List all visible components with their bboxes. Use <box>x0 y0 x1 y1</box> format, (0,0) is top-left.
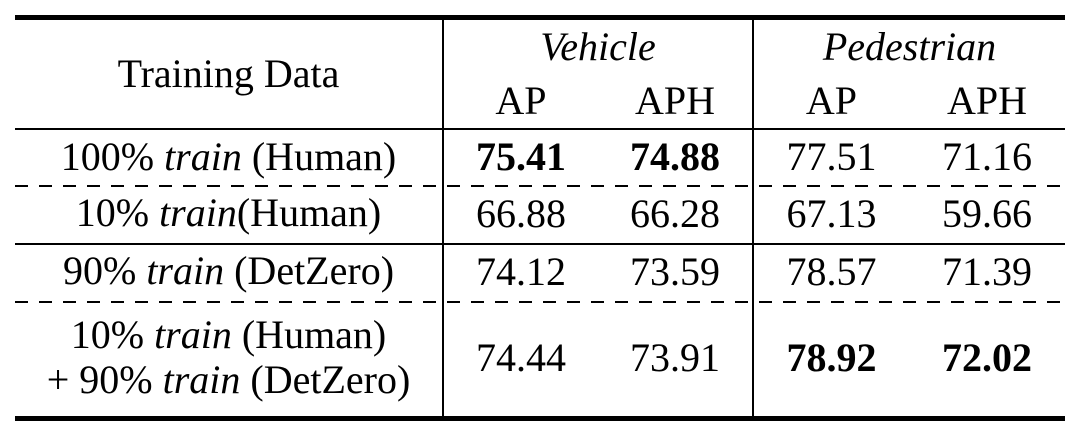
results-table: Training Data Vehicle Pedestrian AP APH … <box>15 15 1065 421</box>
cell-vehicle-aph: 73.59 <box>630 248 720 294</box>
header-group-row: Training Data Vehicle Pedestrian <box>15 17 1065 96</box>
cell-pedestrian-ap: 78.57 <box>752 242 909 301</box>
header-vehicle-ap: AP <box>442 73 598 129</box>
header-vehicle-aph: APH <box>634 77 716 123</box>
table-row: 10% train (Human) + 90% train (DetZero) 74… <box>15 300 1065 419</box>
row-label: 90% train (DetZero) <box>62 248 395 294</box>
cell-vehicle-ap: 66.88 <box>442 184 598 243</box>
cell-pedestrian-ap: 77.51 <box>752 128 909 185</box>
header-group-pedestrian: Pedestrian <box>752 17 1065 74</box>
cell-pedestrian-ap: 67.13 <box>752 184 909 243</box>
header-pedestrian-ap: AP <box>752 73 909 129</box>
table-row: 100% train (Human) 75.41 74.88 77.51 71.16 <box>15 128 1065 185</box>
row-label: 10% train (Human) + 90% train (DetZero) <box>46 312 411 403</box>
cell-vehicle-ap: 75.41 <box>442 128 598 185</box>
table-header: Training Data Vehicle Pedestrian AP APH … <box>15 17 1065 129</box>
cell-vehicle-aph: 73.91 <box>630 335 720 381</box>
cell-vehicle-aph: 66.28 <box>630 190 720 236</box>
table-row: 10% train(Human) 66.88 66.28 67.13 59.66 <box>15 184 1065 243</box>
table-row: 90% train (DetZero) 74.12 73.59 78.57 71.39 <box>15 242 1065 301</box>
cell-pedestrian-ap: 78.92 <box>752 300 909 419</box>
cell-pedestrian-aph: 72.02 <box>942 335 1032 381</box>
row-label: 10% train(Human) <box>75 190 382 236</box>
header-pedestrian-aph: APH <box>946 77 1028 123</box>
cell-pedestrian-aph: 71.39 <box>942 248 1032 294</box>
results-table-container: Training Data Vehicle Pedestrian AP APH … <box>15 15 1065 421</box>
row-label: 100% train (Human) <box>60 133 397 179</box>
cell-vehicle-ap: 74.44 <box>442 300 598 419</box>
header-subhead-row: AP APH AP APH <box>15 73 1065 129</box>
cell-pedestrian-aph: 59.66 <box>942 190 1032 236</box>
cell-pedestrian-aph: 71.16 <box>942 134 1032 179</box>
header-group-vehicle: Vehicle <box>442 17 753 74</box>
header-training-data: Training Data <box>117 50 340 96</box>
table-body: 100% train (Human) 75.41 74.88 77.51 71.16 10… <box>15 128 1065 419</box>
cell-vehicle-aph: 74.88 <box>630 134 720 179</box>
cell-vehicle-ap: 74.12 <box>442 242 598 301</box>
